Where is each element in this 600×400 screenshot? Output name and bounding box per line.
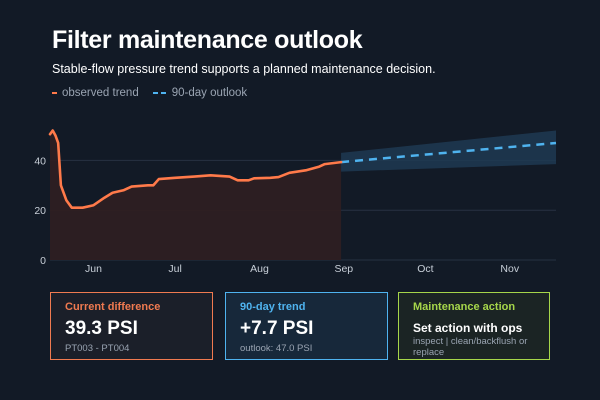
pressure-chart: 0 20 40 Jun Jul Aug Sep Oct Nov	[34, 129, 557, 275]
y-tick-label: 40	[34, 155, 46, 167]
observed-line	[48, 129, 343, 209]
card-90-day-trend: 90-day trend +7.7 PSI outlook: 47.0 PSI	[225, 292, 388, 360]
x-tick-label: Jul	[168, 263, 181, 275]
card-maintenance-action: Maintenance action Set action with ops i…	[398, 292, 550, 360]
card-90-day-trend-title: 90-day trend	[240, 301, 306, 313]
legend-outlook: 90-day outlook	[152, 87, 248, 99]
card-current-difference-sub: PT003 - PT004	[65, 343, 130, 354]
legend-outlook-label: 90-day outlook	[171, 87, 248, 99]
x-tick-label: Sep	[334, 263, 353, 275]
y-tick-label: 0	[40, 255, 46, 267]
card-maintenance-action-value: Set action with ops	[413, 321, 523, 335]
x-tick-label: Oct	[417, 263, 433, 275]
outlook-line	[340, 141, 557, 164]
x-tick-label: Aug	[250, 263, 269, 275]
card-maintenance-action-sub: inspect | clean/backflush or replace	[413, 336, 528, 358]
legend-outlook-swatch	[152, 92, 167, 94]
page-title: Filter maintenance outlook	[52, 26, 363, 54]
x-tick-label: Nov	[500, 263, 519, 275]
y-tick-label: 20	[34, 205, 46, 217]
observed-area	[50, 130, 342, 260]
chart-legend: observed trend 90-day outlook	[52, 87, 261, 99]
card-90-day-trend-value: +7.7 PSI	[240, 318, 314, 339]
page-subtitle: Stable-flow pressure trend supports a pl…	[52, 62, 436, 76]
card-current-difference-title: Current difference	[65, 301, 161, 313]
card-current-difference: Current difference 39.3 PSI PT003 - PT00…	[50, 292, 213, 360]
card-90-day-trend-sub: outlook: 47.0 PSI	[240, 343, 313, 354]
legend-observed-swatch	[52, 92, 57, 94]
legend-observed: observed trend	[52, 87, 139, 99]
card-current-difference-value: 39.3 PSI	[65, 318, 138, 339]
legend-observed-label: observed trend	[62, 87, 139, 99]
outlook-band	[341, 130, 556, 172]
card-maintenance-action-title: Maintenance action	[413, 301, 516, 313]
x-tick-label: Jun	[85, 263, 102, 275]
